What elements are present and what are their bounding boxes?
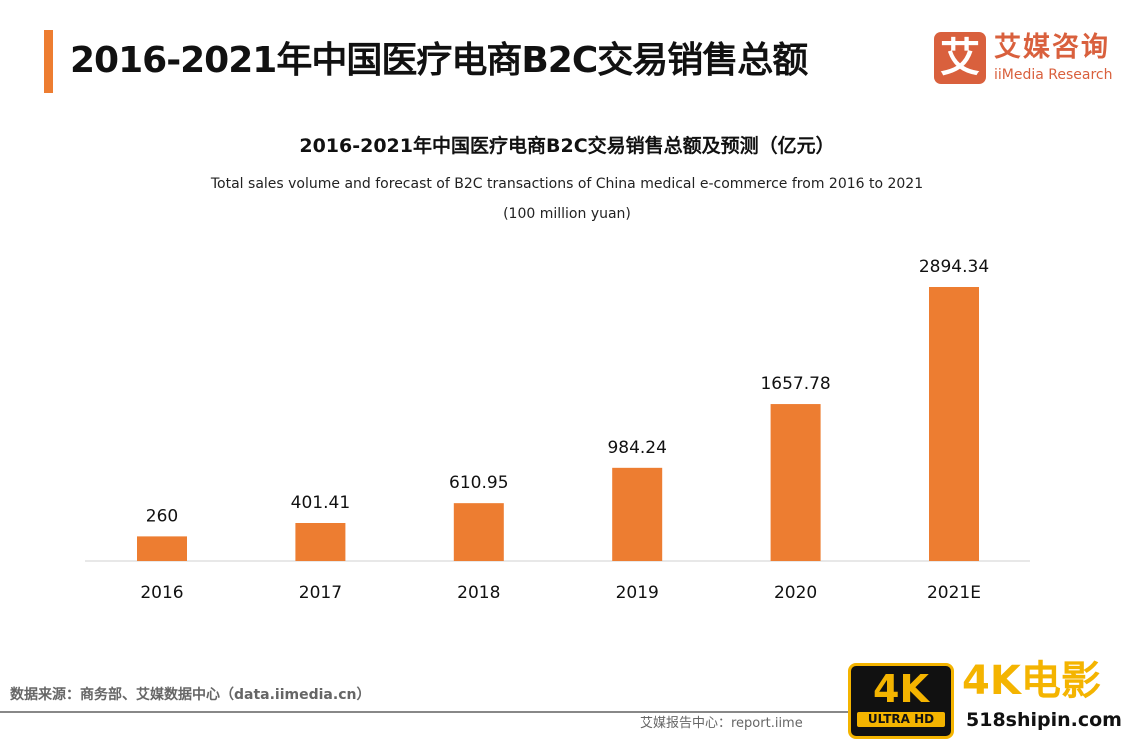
- bar: [295, 522, 346, 561]
- page-title: 2016-2021年中国医疗电商B2C交易销售总额: [70, 40, 808, 81]
- chart-unit: (100 million yuan): [503, 206, 631, 222]
- x-tick-label: 2018: [457, 583, 500, 603]
- watermark-url: 518shipin.com: [966, 709, 1122, 731]
- bar: [929, 287, 979, 561]
- report-link[interactable]: 艾媒报告中心：report.iime: [640, 716, 803, 731]
- footer-divider: [0, 711, 860, 713]
- x-tick-label: 2019: [616, 583, 659, 603]
- watermark-title: 4K电影: [962, 658, 1101, 704]
- data-label: 1657.78: [760, 374, 830, 394]
- 4k-badge-logo: 4K ULTRA HD: [848, 663, 954, 739]
- data-label: 401.41: [291, 493, 350, 513]
- logo-en: iiMedia Research: [994, 67, 1113, 83]
- chart-title: 2016-2021年中国医疗电商B2C交易销售总额及预测（亿元）: [299, 135, 835, 157]
- x-tick-label: 2020: [774, 583, 817, 603]
- badge-4k: 4K: [873, 667, 929, 711]
- bar: [612, 467, 663, 561]
- logo-icon: 艾: [934, 32, 986, 84]
- x-tick-label: 2016: [140, 583, 183, 603]
- data-label: 984.24: [607, 438, 666, 458]
- bar: [137, 536, 187, 561]
- logo-cn: 艾媒咨询: [994, 32, 1110, 63]
- data-label: 260: [146, 506, 178, 526]
- badge-ultrahd: ULTRA HD: [857, 712, 945, 727]
- data-source: 数据来源：商务部、艾媒数据中心（data.iimedia.cn）: [10, 687, 371, 703]
- bar: [770, 404, 821, 561]
- bar: [453, 503, 504, 561]
- x-tick-label: 2021E: [927, 583, 981, 603]
- chart-subtitle: Total sales volume and forecast of B2C t…: [210, 176, 924, 192]
- title-accent-bar: [44, 30, 53, 93]
- data-label: 610.95: [449, 473, 508, 493]
- data-label: 2894.34: [919, 257, 989, 277]
- x-tick-label: 2017: [299, 583, 342, 603]
